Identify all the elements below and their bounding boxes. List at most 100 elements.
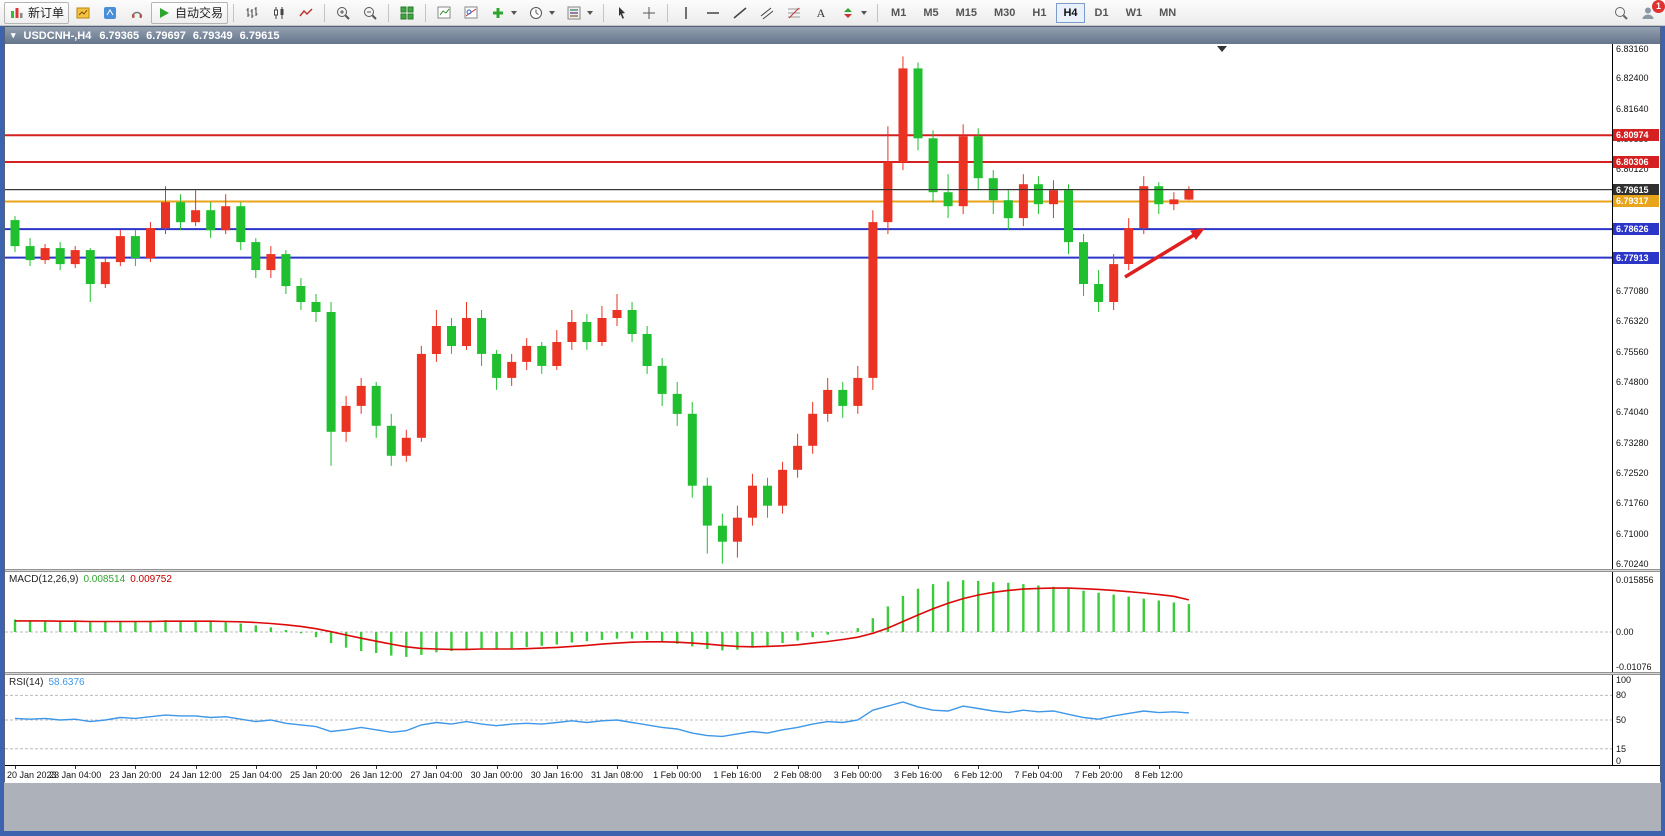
time-axis[interactable]: 20 Jan 2023 23 Jan 04:00 23 Jan 20:00 24 Ja… xyxy=(5,765,1660,783)
headset-icon xyxy=(129,5,145,21)
time-tick xyxy=(677,766,679,769)
price-axis-label: 6.81640 xyxy=(1616,103,1649,114)
pane-resizer[interactable] xyxy=(5,569,1660,572)
timeframe-h1-button[interactable]: H1 xyxy=(1032,6,1047,19)
cursor-button[interactable] xyxy=(609,2,635,24)
time-label: 30 Jan 16:00 xyxy=(530,770,583,780)
caret-down-icon xyxy=(511,10,518,15)
template-icon xyxy=(566,5,582,21)
trend-arrow-head[interactable] xyxy=(1190,228,1205,240)
text-button[interactable]: A xyxy=(808,2,834,24)
ohlc-low: 6.79349 xyxy=(192,29,233,42)
time-label: 24 Jan 12:00 xyxy=(169,770,222,780)
indicators-list-button[interactable] xyxy=(431,2,457,24)
timeframe-mn-button[interactable]: MN xyxy=(1159,6,1177,19)
time-label: 1 Feb 00:00 xyxy=(653,770,702,780)
channel-button[interactable] xyxy=(754,2,780,24)
time-label: 23 Jan 20:00 xyxy=(109,770,162,780)
ohlc-close: 6.79615 xyxy=(239,29,280,42)
tile-windows-button[interactable] xyxy=(394,2,420,24)
new-chart-button[interactable] xyxy=(70,2,96,24)
price-axis[interactable]: 6.831606.824006.816406.808806.801206.793… xyxy=(1612,44,1660,569)
macd-title: MACD(12,26,9) 0.008514 0.009752 xyxy=(9,574,177,585)
time-label: 30 Jan 00:00 xyxy=(470,770,523,780)
time-tick xyxy=(195,766,197,769)
trendline-button[interactable] xyxy=(727,2,753,24)
chart-shift-marker-icon[interactable] xyxy=(1217,46,1227,52)
timeframe-d1-button[interactable]: D1 xyxy=(1094,6,1109,19)
hline-button[interactable] xyxy=(700,2,726,24)
templates-button[interactable] xyxy=(561,2,598,24)
macd-axis-label: -0.01076 xyxy=(1616,662,1652,673)
market-watch-button[interactable] xyxy=(97,2,123,24)
chart-symbol-title: USDCNH-,H4 xyxy=(23,29,92,42)
time-tick xyxy=(436,766,438,769)
chart-menu-icon[interactable]: ▾ xyxy=(11,30,16,40)
zoom-in-button[interactable] xyxy=(330,2,356,24)
search-button[interactable] xyxy=(1608,2,1634,24)
timeframe-m30-button[interactable]: M30 xyxy=(994,6,1016,19)
signals-button[interactable] xyxy=(124,2,150,24)
line-chart-button[interactable] xyxy=(293,2,319,24)
account-button[interactable]: 1 xyxy=(1635,0,1665,24)
vline-button[interactable] xyxy=(673,2,699,24)
time-label: 3 Feb 16:00 xyxy=(893,770,943,780)
rsi-axis-label: 15 xyxy=(1616,743,1627,754)
price-plot[interactable] xyxy=(5,44,1612,569)
pane-resizer[interactable] xyxy=(5,672,1660,675)
autotrading-button[interactable]: 自动交易 xyxy=(151,1,229,24)
timeframe-m15-button[interactable]: M15 xyxy=(955,6,977,19)
objects-list-button[interactable] xyxy=(458,2,484,24)
rsi-line xyxy=(14,701,1189,738)
rsi-pane[interactable]: RSI(14) 58.6376 100 80 50 15 0 xyxy=(5,675,1660,766)
macd-axis[interactable]: 0.015856 0.00 -0.01076 xyxy=(1612,572,1660,672)
toolbar-separator xyxy=(603,3,605,22)
trendline-icon xyxy=(732,5,748,21)
add-indicator-icon xyxy=(490,5,506,21)
new-order-button[interactable]: 新订单 xyxy=(4,1,70,24)
new-order-icon xyxy=(9,5,25,21)
time-tick xyxy=(797,766,799,769)
time-tick xyxy=(556,766,558,769)
chart-ohlc: 6.79365 6.79697 6.79349 6.79615 xyxy=(99,30,286,42)
time-tick xyxy=(978,766,980,769)
text-icon: A xyxy=(813,5,829,21)
crosshair-icon xyxy=(641,5,657,21)
bar-chart-button[interactable] xyxy=(239,2,265,24)
timeframe-w1-button[interactable]: W1 xyxy=(1125,6,1143,19)
price-pane[interactable]: 6.831606.824006.816406.808806.801206.793… xyxy=(5,44,1660,569)
trend-arrow-line[interactable] xyxy=(1124,233,1195,279)
time-label: 7 Feb 20:00 xyxy=(1074,770,1123,780)
time-label: 27 Jan 04:00 xyxy=(410,770,463,780)
rsi-plot[interactable] xyxy=(5,675,1612,765)
price-axis-label: 6.71000 xyxy=(1616,528,1649,539)
fibo-button[interactable] xyxy=(781,2,807,24)
price-line-badge: 6.77913 xyxy=(1613,252,1659,264)
macd-signal-value: 0.009752 xyxy=(130,574,172,585)
timeframe-m1-button[interactable]: M1 xyxy=(891,6,907,19)
chart-caption[interactable]: ▾ USDCNH-,H4 6.79365 6.79697 6.79349 6.7961… xyxy=(5,27,1660,44)
price-axis-label: 6.82400 xyxy=(1616,73,1649,84)
rsi-axis-label: 50 xyxy=(1616,715,1627,725)
macd-plot[interactable] xyxy=(5,572,1612,672)
time-tick xyxy=(1098,766,1100,769)
macd-pane[interactable]: MACD(12,26,9) 0.008514 0.009752 0.015856 0.… xyxy=(5,572,1660,672)
add-indicator-button[interactable] xyxy=(485,2,522,24)
zoom-out-button[interactable] xyxy=(357,2,383,24)
price-line-badge: 6.79317 xyxy=(1613,195,1659,207)
macd-main-value: 0.008514 xyxy=(83,574,126,585)
autotrading-button-label: 自动交易 xyxy=(175,6,224,20)
time-label: 7 Feb 04:00 xyxy=(1014,770,1063,780)
price-line-badge: 6.78626 xyxy=(1613,223,1659,235)
timeframe-m5-button[interactable]: M5 xyxy=(923,6,939,19)
svg-text:A: A xyxy=(817,6,826,20)
arrows-button[interactable] xyxy=(835,2,872,24)
candlestick-button[interactable] xyxy=(266,2,292,24)
macd-chart-svg xyxy=(5,580,1612,657)
macd-axis-label: 0.015856 xyxy=(1616,575,1654,586)
timeframe-h4-button[interactable]: H4 xyxy=(1056,2,1085,23)
rsi-axis[interactable]: 100 80 50 15 0 xyxy=(1612,675,1660,766)
crosshair-button[interactable] xyxy=(636,2,662,24)
periods-button[interactable] xyxy=(523,2,560,24)
